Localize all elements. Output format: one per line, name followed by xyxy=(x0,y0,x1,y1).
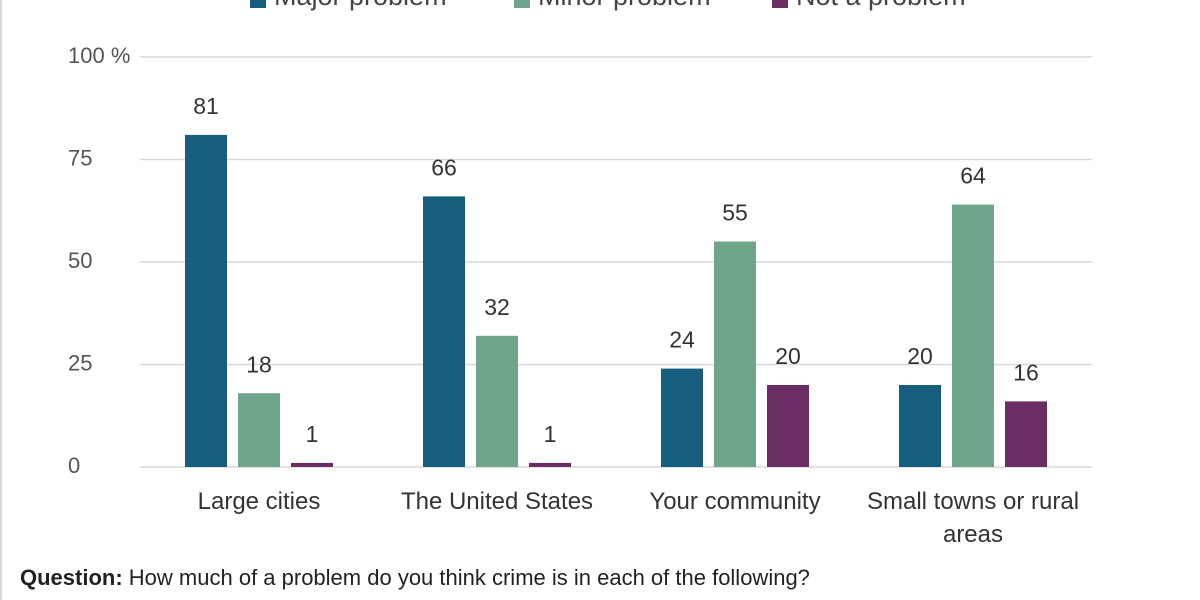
note-text: How much of a problem do you think crime… xyxy=(128,565,810,590)
bar xyxy=(661,368,703,467)
data-label: 66 xyxy=(431,154,457,180)
data-label: 18 xyxy=(246,351,272,377)
bar xyxy=(529,462,571,467)
legend-label: Minor problem xyxy=(538,0,711,11)
x-tick-label: Large cities xyxy=(197,488,321,515)
bar xyxy=(476,335,518,467)
data-label: 24 xyxy=(669,327,695,353)
data-label: 81 xyxy=(193,93,219,119)
legend-swatch xyxy=(250,0,266,8)
x-tick-label: Small towns or rural areas xyxy=(866,488,1080,548)
note: Question: How much of a problem do you t… xyxy=(20,565,810,591)
data-label: 1 xyxy=(544,421,557,447)
data-label: 55 xyxy=(722,200,748,226)
y-tick-label: 100 % xyxy=(68,43,130,68)
y-tick-label: 0 xyxy=(68,453,80,478)
legend-swatch xyxy=(514,0,530,8)
data-label: 1 xyxy=(306,421,319,447)
bar xyxy=(952,204,994,467)
bar xyxy=(1005,401,1047,467)
data-label: 20 xyxy=(907,343,933,369)
legend-label: Not a problem xyxy=(796,0,966,11)
bar xyxy=(238,393,280,467)
bar xyxy=(767,385,809,467)
bar xyxy=(714,241,756,467)
y-tick-label: 75 xyxy=(68,145,92,170)
legend-label: Major problem xyxy=(274,0,447,11)
note-label: Question: xyxy=(20,565,123,590)
legend-swatch xyxy=(772,0,788,8)
data-label: 32 xyxy=(484,294,510,320)
data-label: 16 xyxy=(1013,359,1039,385)
bar xyxy=(423,196,465,467)
x-tick-label: The United States xyxy=(400,488,594,515)
bar xyxy=(291,462,333,467)
data-label: 64 xyxy=(960,163,986,189)
x-tick-label: Your community xyxy=(649,488,821,515)
data-label: 20 xyxy=(775,343,801,369)
y-tick-label: 25 xyxy=(68,350,92,375)
bar xyxy=(899,385,941,467)
y-tick-label: 50 xyxy=(68,248,92,273)
bar xyxy=(185,134,227,467)
